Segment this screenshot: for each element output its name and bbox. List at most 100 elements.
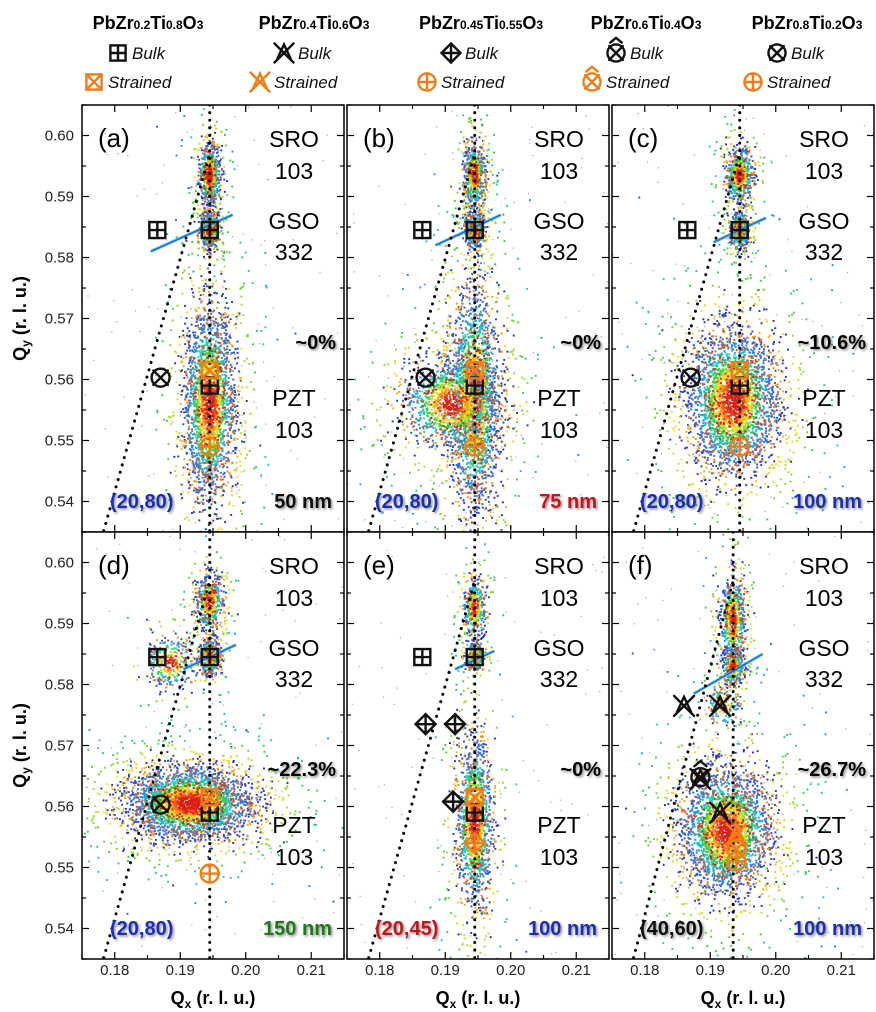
intensity-pixel [209, 472, 212, 475]
intensity-pixel [197, 425, 200, 428]
noise-pixel [199, 313, 201, 316]
intensity-pixel [212, 235, 215, 238]
intensity-pixel [214, 433, 217, 436]
intensity-pixel [203, 383, 206, 386]
intensity-pixel [199, 179, 202, 181]
intensity-pixel [230, 374, 233, 376]
bulk-circle-x-marker [150, 367, 171, 388]
intensity-pixel [211, 338, 214, 341]
noise-pixel [162, 529, 164, 531]
intensity-pixel [198, 230, 201, 233]
intensity-pixel [212, 443, 215, 446]
peak-label-gso-index: 332 [275, 239, 313, 265]
intensity-pixel [479, 181, 482, 184]
intensity-pixel [202, 426, 205, 429]
intensity-pixel [188, 471, 191, 474]
intensity-pixel [175, 236, 178, 239]
intensity-pixel [477, 184, 480, 187]
noise-pixel [606, 446, 608, 448]
intensity-pixel [210, 215, 213, 218]
intensity-pixel [217, 208, 220, 211]
intensity-pixel [245, 335, 248, 337]
intensity-pixel [201, 171, 204, 174]
intensity-pixel [477, 253, 480, 256]
intensity-pixel [216, 404, 219, 407]
intensity-pixel [195, 425, 198, 427]
intensity-pixel [476, 206, 479, 209]
intensity-pixel [477, 203, 480, 206]
intensity-pixel [474, 166, 477, 169]
noise-pixel [606, 223, 609, 225]
intensity-pixel [207, 204, 210, 207]
intensity-pixel [189, 477, 192, 479]
intensity-pixel [223, 341, 226, 343]
intensity-pixel [493, 151, 495, 154]
intensity-pixel [186, 516, 189, 519]
intensity-pixel [222, 251, 225, 254]
intensity-pixel [192, 358, 195, 360]
intensity-pixel [217, 350, 220, 353]
intensity-pixel [226, 411, 229, 414]
noise-pixel [383, 456, 385, 458]
intensity-pixel [219, 428, 222, 431]
noise-pixel [191, 128, 193, 131]
intensity-pixel [200, 411, 203, 414]
intensity-pixel [481, 124, 484, 127]
noise-pixel [414, 381, 416, 383]
intensity-pixel [205, 352, 208, 355]
intensity-pixel [194, 433, 197, 436]
intensity-pixel [470, 148, 473, 151]
intensity-pixel [220, 229, 223, 232]
intensity-pixel [219, 313, 222, 316]
intensity-pixel [220, 447, 223, 450]
intensity-pixel [200, 318, 203, 321]
intensity-pixel [473, 159, 476, 162]
intensity-pixel [195, 419, 198, 422]
intensity-pixel [219, 460, 222, 462]
intensity-pixel [215, 358, 218, 361]
noise-pixel [157, 308, 159, 310]
intensity-pixel [218, 165, 220, 168]
intensity-pixel [215, 279, 217, 282]
legend-formula: PbZr0.4Ti0.6O3 [259, 13, 370, 33]
intensity-pixel [210, 254, 213, 257]
intensity-pixel [230, 452, 233, 455]
intensity-pixel [228, 472, 231, 474]
intensity-pixel [213, 292, 216, 295]
intensity-pixel [221, 407, 224, 409]
intensity-pixel [186, 376, 189, 379]
intensity-pixel [188, 448, 191, 451]
intensity-pixel [240, 424, 243, 427]
intensity-pixel [210, 409, 213, 412]
intensity-pixel [467, 206, 470, 208]
intensity-pixel [214, 246, 217, 249]
intensity-pixel [213, 432, 216, 435]
intensity-pixel [221, 434, 224, 436]
intensity-pixel [230, 400, 233, 403]
intensity-pixel [214, 404, 217, 407]
intensity-pixel [156, 411, 159, 414]
intensity-pixel [203, 379, 206, 381]
intensity-pixel [200, 317, 203, 320]
intensity-pixel [209, 344, 212, 347]
intensity-pixel [218, 382, 221, 385]
intensity-pixel [221, 315, 223, 317]
intensity-pixel [206, 470, 209, 473]
intensity-pixel [215, 424, 218, 427]
noise-pixel [438, 213, 440, 215]
intensity-pixel [206, 391, 209, 393]
intensity-pixel [486, 161, 489, 163]
intensity-pixel [468, 210, 471, 213]
intensity-pixel [199, 294, 202, 297]
intensity-pixel [200, 401, 203, 404]
intensity-pixel [198, 298, 201, 300]
intensity-pixel [216, 517, 219, 520]
intensity-pixel [464, 169, 467, 171]
intensity-pixel [190, 323, 193, 326]
intensity-pixel [212, 144, 215, 147]
intensity-pixel [470, 196, 473, 199]
intensity-pixel [204, 193, 207, 196]
intensity-pixel [473, 197, 476, 200]
intensity-pixel [190, 156, 193, 159]
legend-bulk-marker-icon [109, 44, 127, 62]
